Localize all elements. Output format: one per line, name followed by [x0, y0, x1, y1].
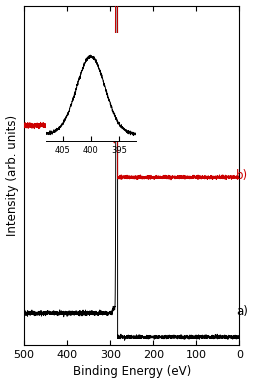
Text: b): b) [236, 169, 248, 182]
X-axis label: Binding Energy (eV): Binding Energy (eV) [73, 366, 191, 379]
Y-axis label: Intensity (arb. units): Intensity (arb. units) [6, 115, 19, 236]
Text: a): a) [236, 305, 248, 318]
